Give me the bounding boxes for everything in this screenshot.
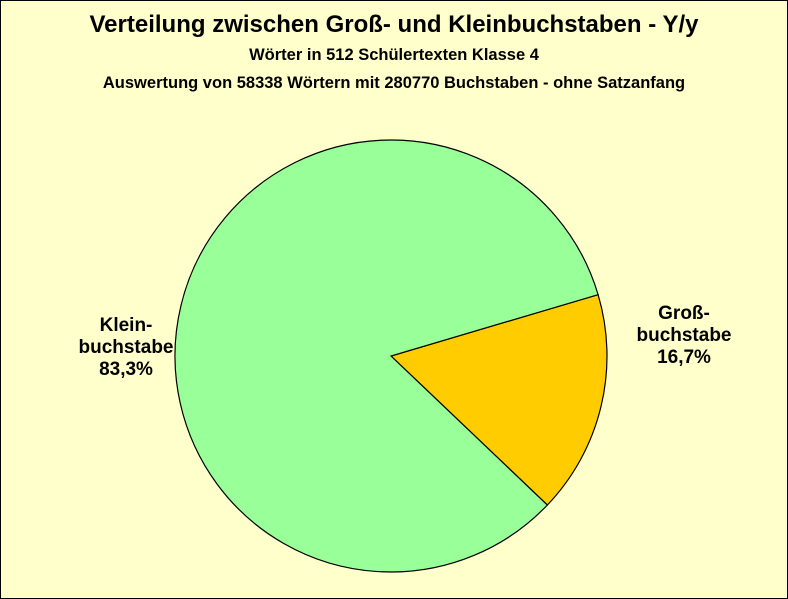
slice-value-klein: 83,3%: [99, 359, 153, 380]
pie-slice-grossbuchstabe: [389, 293, 608, 506]
slice-label-gross-line2: buchstabe: [636, 325, 732, 346]
slice-label-grossbuchstabe: Groß- buchstabe 16,7%: [619, 303, 749, 369]
slice-label-klein-line1: Klein-: [99, 315, 153, 336]
chart-subtitle-2: Auswertung von 58338 Wörtern mit 280770 …: [102, 74, 686, 92]
slice-label-gross-line1: Groß-: [658, 303, 710, 324]
slice-label-klein-line2: buchstabe: [78, 337, 174, 358]
slice-label-kleinbuchstabe: Klein- buchstabe 83,3%: [61, 315, 191, 381]
slice-value-gross: 16,7%: [657, 347, 711, 368]
chart-subtitle-1: Wörter in 512 Schülertexten Klasse 4: [249, 46, 539, 64]
chart-title: Verteilung zwischen Groß- und Kleinbuchs…: [89, 11, 699, 38]
pie-slice-kleinbuchstabe: [174, 139, 599, 573]
